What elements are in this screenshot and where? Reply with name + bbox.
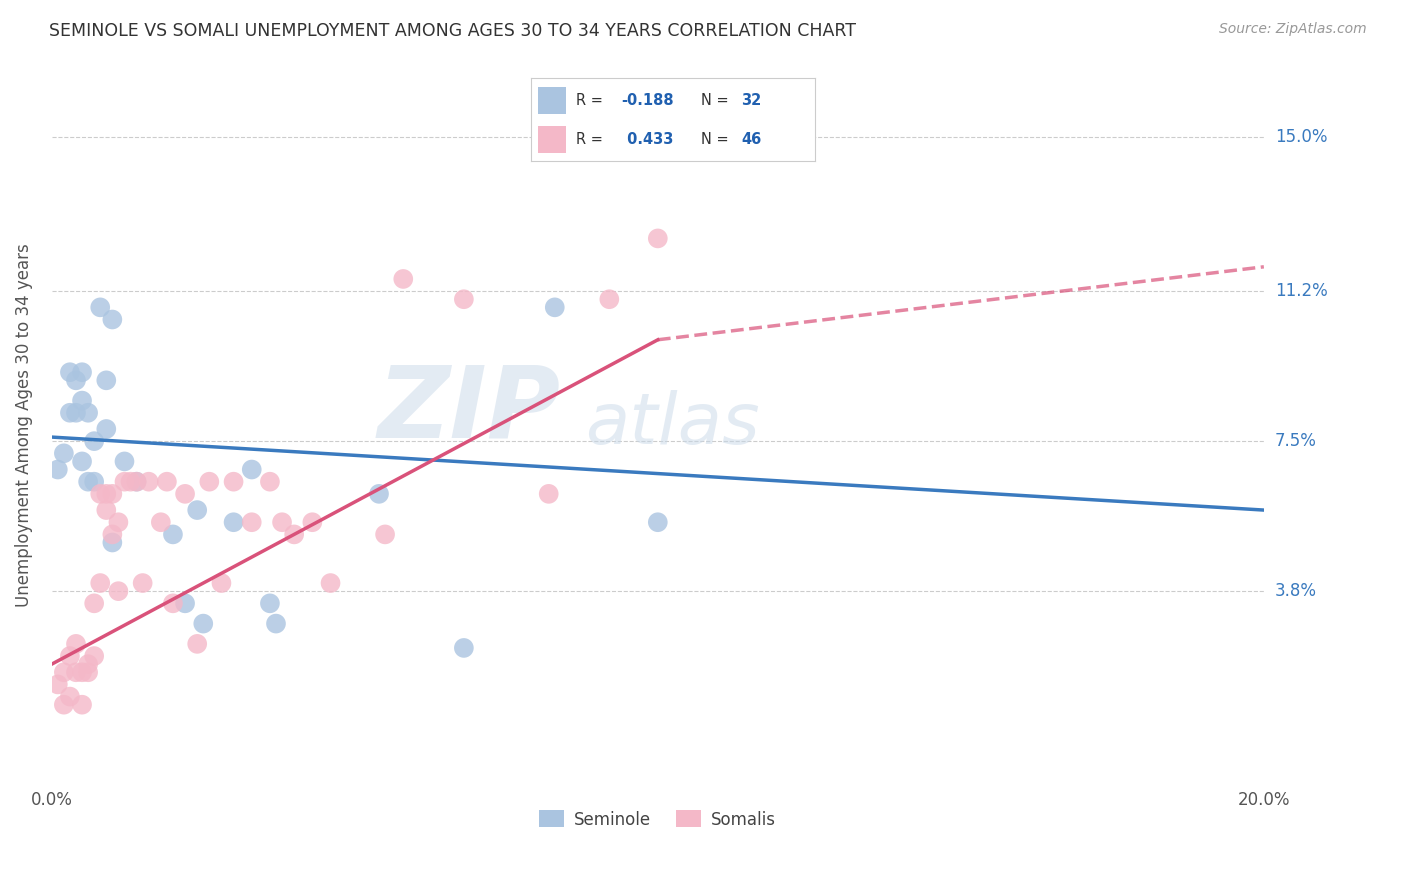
Point [647,231,669,245]
Point [52,698,75,712]
Point [59,365,82,379]
Point [101,487,124,501]
Point [65,665,87,680]
Point [453,640,475,655]
Point [125,475,148,489]
Legend: Seminole, Somalis: Seminole, Somalis [533,804,783,835]
Text: ZIP: ZIP [378,362,561,459]
Point [259,475,281,489]
Point [647,515,669,529]
Point [52,446,75,460]
Point [283,527,305,541]
Point [114,475,136,489]
Point [156,475,179,489]
Point [59,406,82,420]
Point [125,475,148,489]
Text: 15.0%: 15.0% [1275,128,1327,146]
Text: 3.8%: 3.8% [1275,582,1317,600]
Point [89,576,111,591]
Point [77,406,100,420]
Point [174,596,197,610]
Point [70,665,93,680]
Point [70,393,93,408]
Point [222,515,245,529]
Point [83,434,105,449]
Point [174,487,197,501]
Point [77,475,100,489]
Point [46,462,69,476]
Point [120,475,142,489]
Point [198,475,221,489]
Point [598,292,620,306]
Point [65,406,87,420]
Point [96,373,118,387]
Point [96,422,118,436]
Point [240,515,263,529]
Point [537,487,560,501]
Point [271,515,294,529]
Point [186,637,208,651]
Point [59,648,82,663]
Y-axis label: Unemployment Among Ages 30 to 34 years: Unemployment Among Ages 30 to 34 years [15,243,32,607]
Point [83,596,105,610]
Point [114,454,136,468]
Point [368,487,391,501]
Point [240,462,263,476]
Point [70,365,93,379]
Point [70,698,93,712]
Point [65,637,87,651]
Point [89,301,111,315]
Point [107,584,129,599]
Point [186,503,208,517]
Point [65,373,87,387]
Point [138,475,160,489]
Point [319,576,342,591]
Point [59,690,82,704]
Point [149,515,172,529]
Point [131,576,153,591]
Point [374,527,396,541]
Text: 7.5%: 7.5% [1275,432,1317,450]
Point [222,475,245,489]
Text: 11.2%: 11.2% [1275,282,1327,300]
Text: Source: ZipAtlas.com: Source: ZipAtlas.com [1219,22,1367,37]
Point [96,503,118,517]
Point [89,487,111,501]
Point [70,454,93,468]
Point [162,527,184,541]
Point [52,665,75,680]
Point [101,527,124,541]
Point [46,677,69,691]
Point [77,665,100,680]
Point [392,272,415,286]
Point [193,616,215,631]
Point [107,515,129,529]
Point [96,487,118,501]
Point [259,596,281,610]
Point [264,616,287,631]
Point [301,515,323,529]
Point [83,648,105,663]
Point [453,292,475,306]
Point [211,576,233,591]
Point [162,596,184,610]
Point [83,475,105,489]
Point [77,657,100,672]
Text: atlas: atlas [585,391,759,459]
Text: SEMINOLE VS SOMALI UNEMPLOYMENT AMONG AGES 30 TO 34 YEARS CORRELATION CHART: SEMINOLE VS SOMALI UNEMPLOYMENT AMONG AG… [49,22,856,40]
Point [101,312,124,326]
Point [101,535,124,549]
Point [544,301,567,315]
